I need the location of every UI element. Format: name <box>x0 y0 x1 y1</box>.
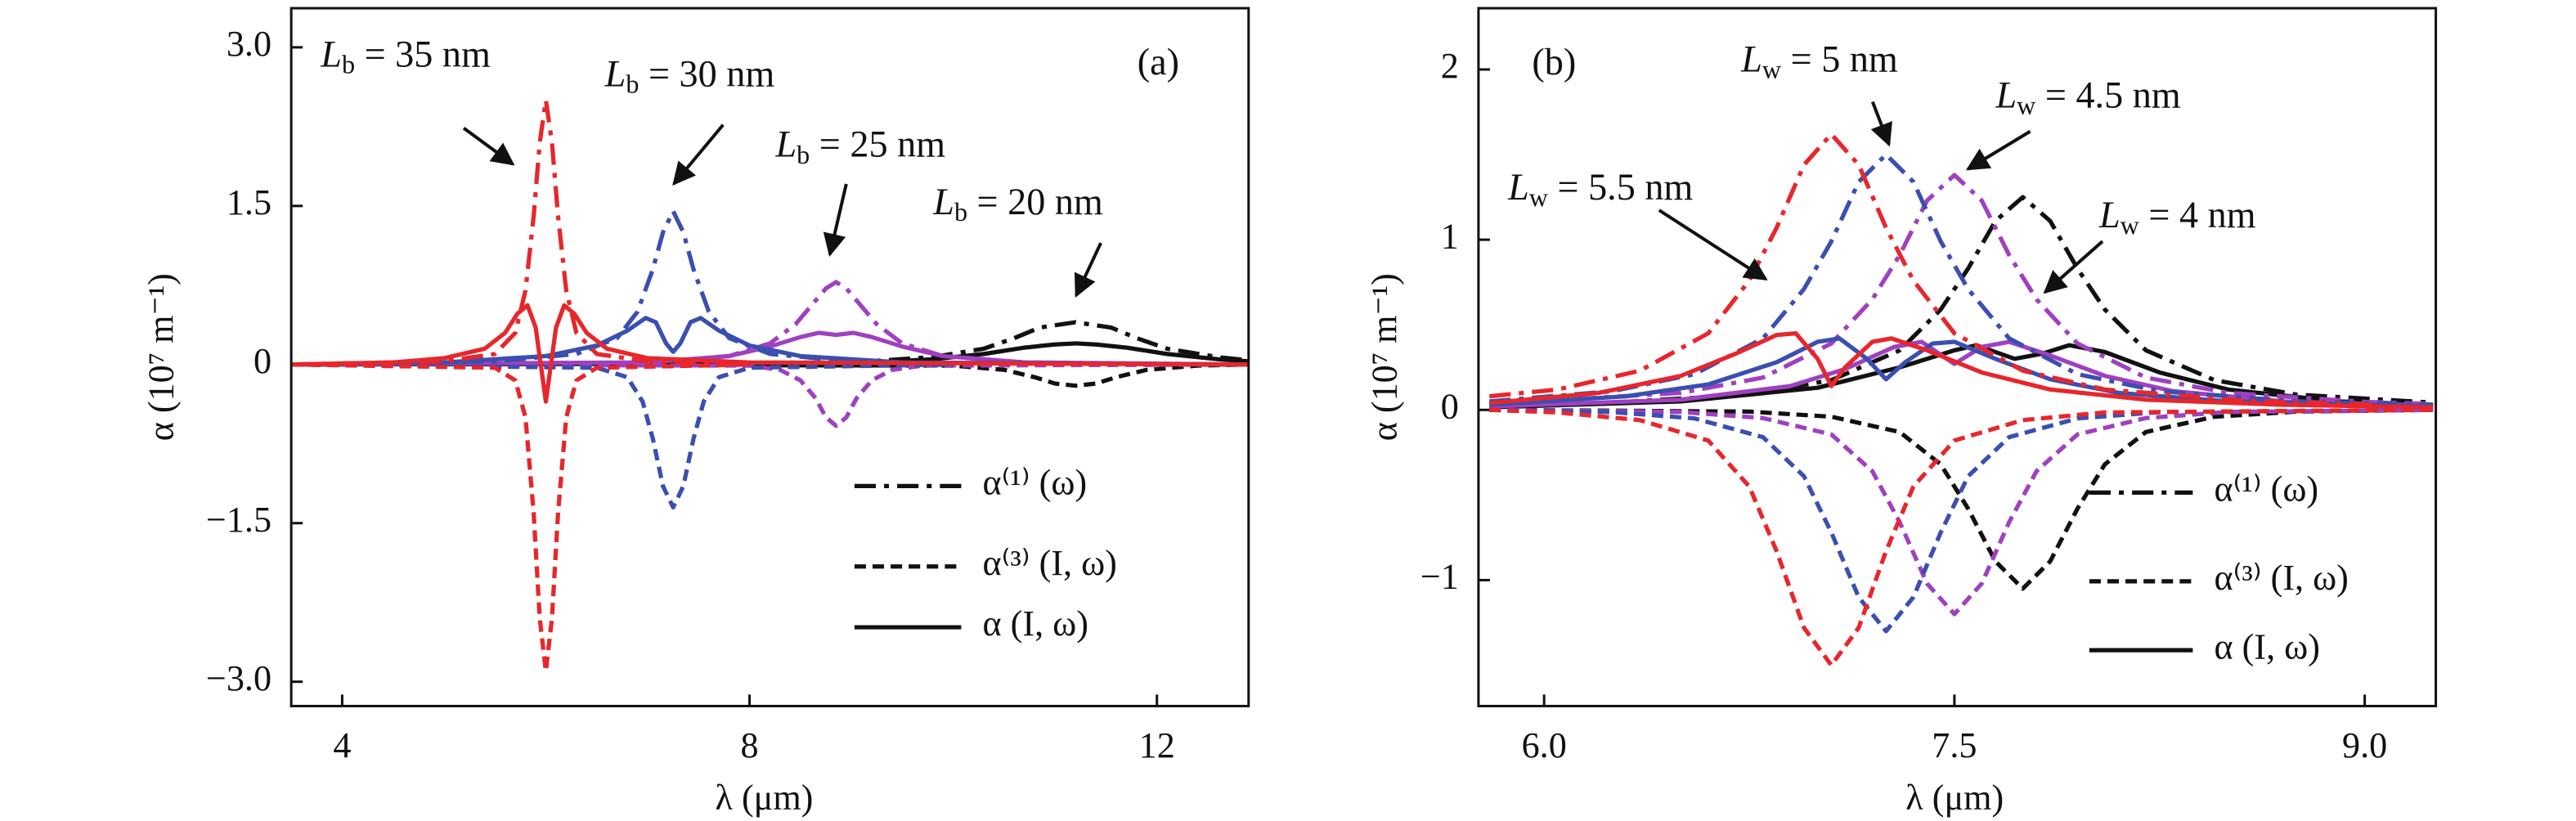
y-tick-label: −1.5 <box>206 500 272 540</box>
annotation-symbol: L <box>2098 194 2120 236</box>
panel-label: (a) <box>1138 41 1179 83</box>
annotation-text: = 5 nm <box>1781 38 1898 79</box>
annotation-subscript: b <box>954 197 967 227</box>
line-series <box>291 362 954 509</box>
line-series <box>1489 132 2379 407</box>
series-group <box>291 97 1249 674</box>
line-series <box>291 209 954 367</box>
line-series <box>291 316 1249 367</box>
line-series <box>291 362 1249 388</box>
annotation-text: = 25 nm <box>810 123 945 164</box>
y-tick-label: −3.0 <box>206 658 272 698</box>
annotation: Lw = 5.5 nm <box>1507 166 1693 213</box>
line-series <box>1489 407 2434 591</box>
annotation-symbol: L <box>775 123 797 164</box>
annotation: Lw = 4 nm <box>2098 194 2256 240</box>
line-series <box>291 303 1249 404</box>
line-series <box>291 330 1249 367</box>
annotation-text: = 35 nm <box>355 33 491 74</box>
annotation-text: = 4 nm <box>2139 194 2256 236</box>
annotation-subscript: b <box>626 70 639 99</box>
annotation-arrow <box>1658 209 1768 281</box>
series-group <box>1489 132 2434 668</box>
panel-label: (b) <box>1532 41 1576 83</box>
y-tick-label: 3.0 <box>227 24 272 64</box>
annotation-arrow <box>1870 101 1892 147</box>
x-tick-label: 9.0 <box>2342 725 2387 765</box>
y-axis-label: α (10⁷ m⁻¹) <box>141 273 182 441</box>
y-tick-label: 0 <box>254 341 272 381</box>
legend-label: α (I, ω) <box>983 603 1088 644</box>
annotation-subscript: w <box>2120 210 2140 240</box>
line-series <box>1489 407 2434 634</box>
y-tick-label: 1 <box>1441 216 1459 256</box>
line-series <box>1489 339 2434 409</box>
annotation: Lb = 30 nm <box>604 52 775 99</box>
y-tick-label: 0 <box>1441 386 1459 426</box>
line-series <box>1489 407 2434 617</box>
y-tick-label: 1.5 <box>227 182 272 222</box>
legend-label: α⁽¹⁾ (ω) <box>983 463 1088 503</box>
y-axis-label: α (10⁷ m⁻¹) <box>1365 273 1405 441</box>
line-series <box>291 362 750 674</box>
annotation-arrow <box>672 123 725 186</box>
x-tick-label: 6.0 <box>1522 725 1567 765</box>
plot-frame <box>1477 7 2438 707</box>
y-tick-label: −1 <box>1420 557 1459 597</box>
annotation-text: = 5.5 nm <box>1548 166 1693 208</box>
annotation-text: = 20 nm <box>967 181 1103 222</box>
line-series <box>291 341 1249 367</box>
annotation-symbol: L <box>932 181 954 222</box>
annotation-symbol: L <box>320 33 342 74</box>
x-tick-label: 12 <box>1139 725 1175 765</box>
annotation-symbol: L <box>1507 166 1529 208</box>
annotation: Lw = 5 nm <box>1740 38 1898 84</box>
legend-label: α⁽³⁾ (I, ω) <box>983 543 1117 583</box>
line-series <box>291 97 750 367</box>
legend-label: α (I, ω) <box>2215 626 2320 666</box>
annotation-subscript: b <box>797 140 810 169</box>
x-axis-label: λ (μm) <box>716 778 814 818</box>
legend-label: α⁽¹⁾ (ω) <box>2215 469 2319 509</box>
panel: 4 8 12 3.0 1.5 0 −1.5 −3.0 (a) λ (μm) α (10⁷ m⁻¹) α… <box>141 7 1250 818</box>
line-series <box>1489 173 2434 406</box>
annotation-symbol: L <box>1995 74 2017 115</box>
plot-frame <box>289 7 1250 707</box>
annotation: Lb = 25 nm <box>775 123 946 169</box>
annotation-arrow <box>462 127 515 166</box>
annotation-symbol: L <box>1740 38 1762 79</box>
annotation-arrow <box>823 183 848 257</box>
legend-label: α⁽³⁾ (I, ω) <box>2215 558 2349 598</box>
annotation-arrow <box>1965 129 2031 171</box>
panel: 6.0 7.5 9.0 2 1 0 −1 (b) λ (μm) α (10⁷ m⁻¹) α⁽¹⁾ (… <box>1365 7 2438 818</box>
x-axis-label: λ (μm) <box>1905 778 2004 818</box>
annotation-text: = 30 nm <box>639 52 774 94</box>
annotation: Lw = 4.5 nm <box>1995 74 2180 120</box>
x-tick-label: 7.5 <box>1932 725 1977 765</box>
annotation-arrow <box>1074 242 1102 298</box>
x-tick-label: 8 <box>741 725 759 765</box>
annotation-subscript: w <box>1529 182 1549 212</box>
y-tick-label: 2 <box>1441 46 1459 86</box>
line-series <box>1489 330 2434 410</box>
annotation: Lb = 35 nm <box>320 33 491 79</box>
annotation-subscript: w <box>1762 55 1782 84</box>
annotation-text: = 4.5 nm <box>2035 74 2180 115</box>
line-series <box>291 362 1249 428</box>
annotation-symbol: L <box>604 52 626 94</box>
annotation-arrow <box>2043 240 2104 294</box>
annotation-subscript: b <box>342 50 355 79</box>
x-tick-label: 4 <box>333 725 351 765</box>
annotation: Lb = 20 nm <box>932 181 1103 227</box>
annotation-subscript: w <box>2017 91 2036 120</box>
